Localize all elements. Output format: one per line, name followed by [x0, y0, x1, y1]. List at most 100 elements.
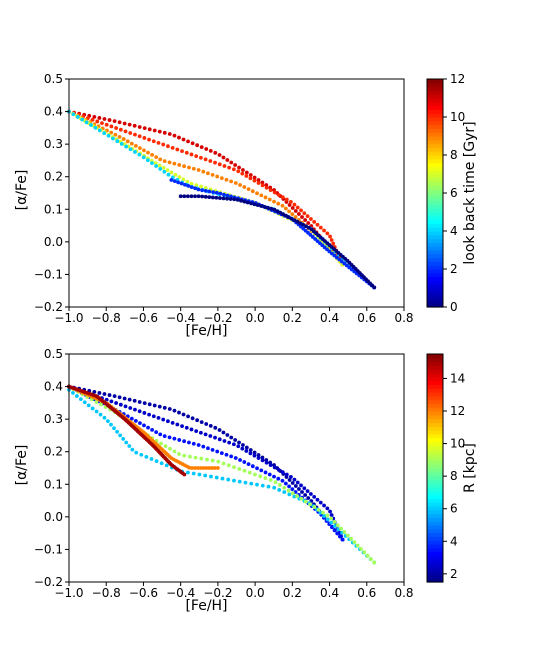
data-point — [191, 166, 196, 171]
colorbar-segment — [427, 219, 443, 224]
data-point — [186, 414, 190, 419]
data-point — [138, 146, 142, 151]
data-point — [211, 190, 216, 195]
y-tick-label: 0.1 — [44, 202, 63, 216]
data-point — [244, 170, 249, 175]
data-point — [152, 403, 157, 408]
colorbar-segment — [427, 303, 443, 308]
data-point — [201, 466, 206, 470]
data-point — [272, 199, 276, 204]
colorbar-segment — [427, 269, 443, 274]
data-point — [189, 152, 194, 157]
data-point — [303, 499, 308, 504]
data-point — [244, 449, 249, 453]
data-point — [182, 164, 187, 169]
data-point — [189, 181, 194, 186]
data-point — [208, 434, 213, 438]
data-point — [144, 454, 149, 459]
colorbar-segment — [427, 392, 443, 397]
data-point — [282, 490, 287, 495]
data-point — [295, 205, 300, 210]
data-point — [210, 447, 215, 452]
colorbar-segment — [427, 563, 443, 568]
data-point — [281, 212, 285, 217]
data-point — [289, 216, 294, 221]
colorbar-segment — [427, 204, 443, 209]
data-point — [137, 152, 142, 157]
data-point — [283, 206, 288, 211]
data-point — [142, 126, 147, 131]
data-point — [187, 165, 191, 170]
data-point — [196, 168, 201, 172]
data-point — [123, 404, 128, 409]
data-point — [315, 222, 320, 227]
data-point — [106, 419, 110, 424]
data-point — [199, 420, 204, 424]
colorbar-segment — [427, 288, 443, 293]
plot-frame — [68, 353, 405, 583]
data-point — [204, 466, 209, 470]
data-point — [215, 174, 220, 179]
data-point — [186, 184, 191, 188]
colorbar-segment — [427, 147, 443, 152]
data-point — [158, 167, 163, 171]
data-point — [90, 406, 95, 411]
data-point — [272, 474, 276, 479]
data-point — [316, 508, 321, 512]
data-point — [175, 147, 180, 152]
colorbar-segment — [427, 276, 443, 281]
data-point — [133, 407, 137, 412]
data-point — [306, 221, 311, 225]
data-point — [325, 231, 330, 236]
data-point — [287, 209, 291, 214]
data-point — [232, 478, 236, 483]
data-point — [290, 481, 295, 485]
data-point — [127, 397, 132, 402]
data-point — [78, 397, 83, 402]
data-point — [92, 389, 97, 394]
data-point — [240, 446, 245, 451]
colorbar-segment — [427, 291, 443, 297]
data-point — [133, 132, 137, 137]
data-point — [272, 465, 277, 470]
data-point — [332, 524, 337, 528]
data-point — [181, 177, 186, 182]
data-point — [191, 471, 196, 476]
data-point — [196, 187, 201, 192]
data-point — [100, 121, 104, 126]
colorbar-segment — [427, 551, 443, 556]
data-point — [329, 520, 334, 525]
data-point — [303, 218, 308, 222]
data-point — [151, 139, 156, 144]
data-point — [272, 485, 277, 490]
x-tick-label: −1.0 — [54, 586, 83, 600]
data-point — [112, 426, 116, 431]
data-point — [203, 194, 208, 199]
data-point — [150, 427, 154, 432]
data-point — [339, 526, 343, 531]
data-point — [260, 183, 265, 188]
data-point — [269, 206, 274, 211]
data-point — [264, 460, 269, 465]
data-point — [208, 159, 213, 163]
y-tick-label: 0.2 — [44, 445, 63, 459]
data-point — [280, 478, 285, 483]
colorbar-segment — [427, 86, 443, 91]
colorbar-segment — [427, 555, 443, 560]
data-point — [121, 137, 126, 141]
colorbar-segment — [427, 151, 443, 156]
colorbar-segment — [427, 128, 443, 133]
data-point — [142, 401, 147, 406]
data-point — [132, 398, 137, 403]
data-point — [113, 132, 118, 137]
colorbar-segment — [427, 361, 443, 366]
data-point — [286, 488, 291, 493]
data-point — [169, 170, 174, 175]
colorbar-segment — [427, 380, 443, 385]
data-point — [252, 202, 257, 207]
data-point — [213, 466, 217, 470]
data-point — [173, 172, 178, 177]
data-point — [272, 190, 277, 195]
data-point — [122, 396, 127, 401]
